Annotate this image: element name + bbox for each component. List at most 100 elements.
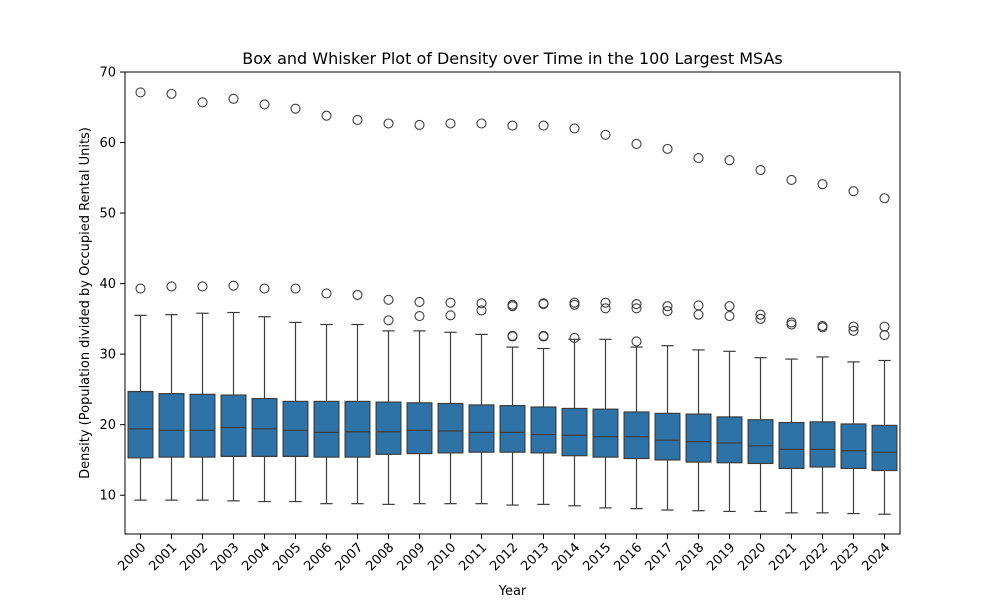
x-tick-label: 2018 <box>673 540 707 574</box>
box-group-2011 <box>468 118 495 505</box>
y-tick-label: 30 <box>99 348 116 363</box>
box <box>375 401 402 455</box>
outlier-point <box>631 138 642 149</box>
outlier-point <box>538 298 549 309</box>
y-axis-label: Density (Population divided by Occupied … <box>78 127 93 479</box>
y-tick-label: 70 <box>99 66 116 81</box>
outlier-point <box>693 153 704 164</box>
box-group-2010 <box>437 118 464 505</box>
outlier-point <box>786 317 797 328</box>
x-tick-label: 2002 <box>177 540 211 574</box>
box <box>685 413 712 463</box>
outlier-point <box>445 118 456 129</box>
outlier-point <box>631 336 642 347</box>
x-tick-label: 2004 <box>239 540 273 574</box>
box-group-2020 <box>747 164 774 513</box>
box <box>406 402 433 455</box>
box <box>499 405 526 453</box>
box-group-2003 <box>220 93 247 502</box>
box-group-2016 <box>623 138 650 510</box>
outlier-point <box>166 88 177 99</box>
x-axis-label: Year <box>498 584 527 599</box>
box <box>189 393 216 458</box>
x-tick-label: 2021 <box>766 540 800 574</box>
outlier-point <box>600 129 611 140</box>
outlier-point <box>662 301 673 312</box>
outlier-point <box>507 299 518 310</box>
outlier-point <box>538 120 549 131</box>
outlier-point <box>383 294 394 305</box>
box-group-2008 <box>375 118 402 505</box>
box <box>778 421 805 470</box>
box <box>716 416 743 464</box>
box-group-2021 <box>778 174 805 514</box>
box-group-2013 <box>530 120 557 505</box>
outlier-point <box>290 103 301 114</box>
box <box>809 421 836 468</box>
outlier-point <box>755 164 766 176</box>
outlier-point <box>600 303 611 314</box>
x-tick-label: 2019 <box>704 540 738 574</box>
x-axis: 2000200120022003200420052006200720082009… <box>115 534 893 574</box>
outlier-point <box>135 87 146 98</box>
y-tick-label: 20 <box>99 418 116 433</box>
box-group-2004 <box>251 99 278 503</box>
outlier-point <box>352 114 363 126</box>
x-tick-label: 2000 <box>115 540 149 574</box>
box <box>561 407 588 457</box>
outlier-point <box>228 280 239 291</box>
x-tick-label: 2016 <box>611 540 645 574</box>
plot-frame <box>124 71 901 535</box>
outlier-point <box>693 300 704 311</box>
box-group-2001 <box>158 88 185 501</box>
outlier-point <box>817 179 828 190</box>
outlier-point <box>569 332 580 343</box>
x-tick-label: 2014 <box>549 540 583 574</box>
box-group-2015 <box>592 129 619 509</box>
outlier-point <box>786 174 797 185</box>
x-tick-label: 2003 <box>208 540 242 574</box>
box-group-2014 <box>561 123 588 507</box>
box-group-2000 <box>127 87 154 501</box>
outlier-point <box>476 305 487 316</box>
outlier-point <box>693 309 704 320</box>
box <box>530 406 557 454</box>
y-tick-label: 10 <box>99 489 116 504</box>
outlier-point <box>724 155 735 166</box>
x-tick-label: 2017 <box>642 540 676 574</box>
x-tick-label: 2006 <box>301 540 335 574</box>
outlier-point <box>228 93 239 104</box>
outlier-point <box>197 281 208 292</box>
outlier-point <box>414 119 425 130</box>
outlier-point <box>755 313 766 324</box>
outlier-point <box>724 310 735 322</box>
outlier-point <box>259 283 270 294</box>
outlier-point <box>631 303 642 314</box>
outlier-point <box>383 315 394 326</box>
outlier-point <box>445 297 456 308</box>
outlier-point <box>166 281 177 292</box>
outlier-point <box>507 331 518 342</box>
y-axis: 10 20 30 40 50 60 70 <box>99 66 125 504</box>
outlier-point <box>445 310 456 321</box>
outlier-point <box>755 309 766 320</box>
x-tick-label: 2008 <box>363 540 397 574</box>
outlier-point <box>600 297 611 308</box>
box <box>654 412 681 461</box>
outlier-point <box>352 289 363 300</box>
box <box>158 393 185 458</box>
outlier-point <box>848 325 859 336</box>
x-tick-label: 2015 <box>580 540 614 574</box>
box <box>871 424 898 472</box>
outlier-point <box>383 118 394 129</box>
x-tick-label: 2010 <box>425 540 459 574</box>
box-group-2018 <box>685 153 712 512</box>
box-group-2009 <box>406 119 433 505</box>
box <box>437 402 464 454</box>
box-group-2002 <box>189 97 216 501</box>
outlier-point <box>569 123 580 134</box>
box-group-2019 <box>716 155 743 513</box>
outlier-point <box>476 298 487 309</box>
box <box>592 408 619 458</box>
